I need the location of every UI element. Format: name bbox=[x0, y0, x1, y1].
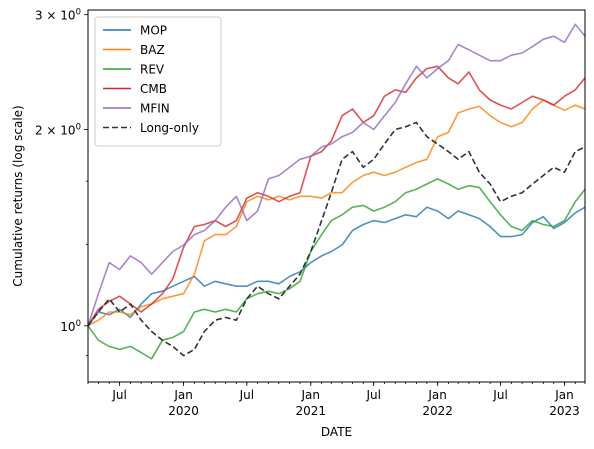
y-tick-coef: 3 × bbox=[35, 9, 60, 23]
y-axis-label: Cumulative returns (log scale) bbox=[11, 105, 25, 286]
x-tick-year-label: 2021 bbox=[296, 404, 327, 418]
legend-label: MOP bbox=[140, 24, 167, 38]
x-tick-label: Jan bbox=[427, 388, 447, 402]
x-axis-label: DATE bbox=[321, 425, 352, 439]
y-tick-exponent: 0 bbox=[76, 8, 81, 18]
y-tick-label: 2 × 100 bbox=[35, 123, 81, 138]
x-tick-year-label: 2022 bbox=[422, 404, 453, 418]
y-tick-label: 100 bbox=[60, 319, 81, 334]
x-tick-label: Jan bbox=[173, 388, 193, 402]
x-tick-label: Jul bbox=[492, 388, 507, 402]
x-tick-year-label: 2023 bbox=[549, 404, 580, 418]
x-tick-year-label: 2020 bbox=[168, 404, 199, 418]
y-tick-label: 3 × 100 bbox=[35, 8, 81, 23]
series-line-mfin bbox=[87, 23, 586, 327]
y-tick-base: 10 bbox=[60, 124, 75, 138]
y-tick-exponent: 0 bbox=[76, 123, 81, 133]
legend: MOP BAZ REV CMB MFIN Long-only bbox=[94, 16, 222, 147]
series-line-cmb bbox=[87, 65, 586, 327]
y-tick-exponent: 0 bbox=[76, 319, 81, 329]
series-layer bbox=[87, 23, 586, 360]
y-tick-base: 10 bbox=[60, 320, 75, 334]
legend-label: CMB bbox=[140, 82, 167, 96]
y-tick-base: 10 bbox=[60, 9, 75, 23]
x-axis: Jul Jan 2020 Jul Jan 2021 Jul Jan 2022 Jul Jan 2023 bbox=[87, 382, 586, 418]
x-tick-label: Jan bbox=[554, 388, 574, 402]
series-line-baz bbox=[87, 99, 586, 327]
legend-label: BAZ bbox=[140, 43, 165, 57]
x-tick-label: Jul bbox=[111, 388, 126, 402]
legend-label: REV bbox=[140, 63, 165, 77]
legend-label: Long-only bbox=[140, 121, 199, 135]
legend-label: MFIN bbox=[140, 102, 170, 116]
x-tick-label: Jul bbox=[239, 388, 254, 402]
x-tick-label: Jan bbox=[301, 388, 321, 402]
series-line-rev bbox=[87, 178, 586, 360]
y-tick-coef: 2 × bbox=[35, 124, 60, 138]
x-tick-label: Jul bbox=[365, 388, 380, 402]
series-line-mop bbox=[87, 206, 586, 327]
axes-frame bbox=[87, 9, 586, 383]
